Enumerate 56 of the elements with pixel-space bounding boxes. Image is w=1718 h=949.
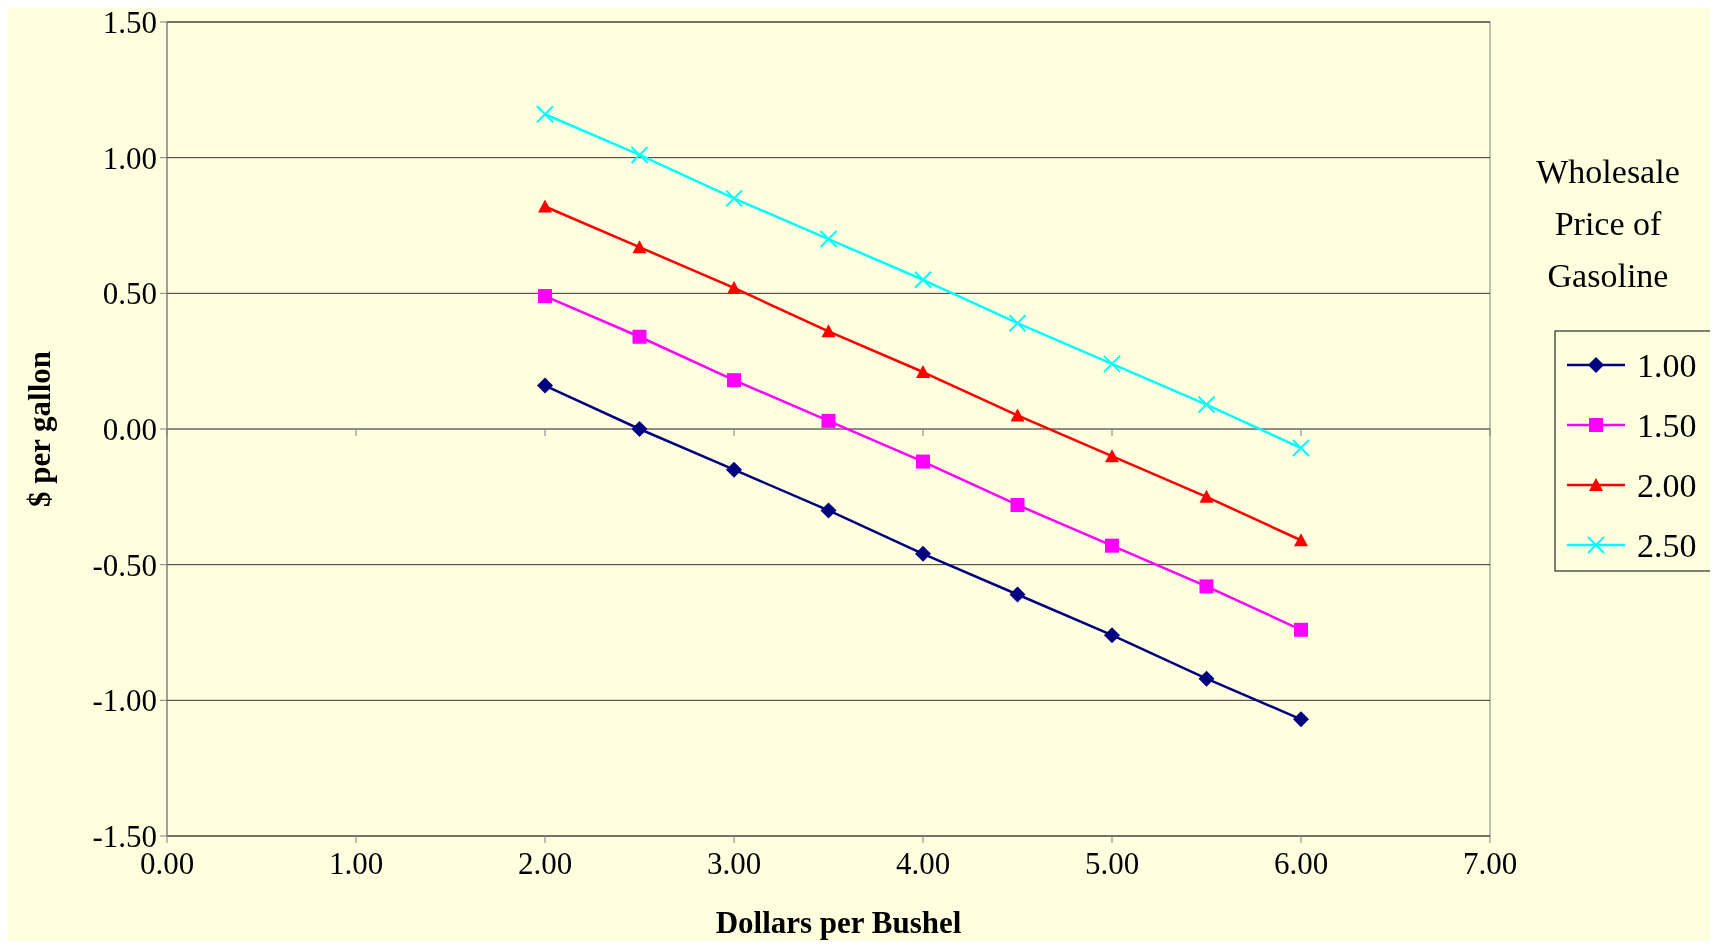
point (1294, 622, 1308, 637)
y-tick-label: 0.50 (102, 276, 157, 312)
point (725, 189, 743, 208)
point (1104, 627, 1120, 644)
legend-label: 1.50 (1637, 406, 1697, 444)
point (1010, 408, 1025, 422)
point (727, 280, 741, 294)
point (820, 502, 837, 519)
y-tick-label: -0.50 (92, 547, 157, 583)
x-tick-label: 5.00 (1084, 846, 1140, 881)
y-tick-label: 0.00 (102, 411, 157, 447)
point (1009, 586, 1026, 603)
point (1103, 354, 1121, 373)
point (726, 461, 742, 478)
y-tick-label: -1.00 (92, 683, 157, 719)
x-tick-label: 4.00 (895, 846, 951, 881)
point (1199, 579, 1214, 594)
x-axis-title: Dollars per Bushel (715, 905, 962, 940)
point (1294, 533, 1308, 547)
x-tick-label: 3.00 (706, 846, 762, 881)
y-axis-title: $ per gallon (22, 350, 57, 508)
point (1105, 449, 1119, 463)
point (819, 230, 838, 249)
point (1197, 395, 1216, 414)
y-tick-label: 1.00 (102, 140, 157, 176)
point (1198, 670, 1215, 687)
point (916, 365, 930, 379)
legend-label: 2.00 (1637, 466, 1697, 504)
point (632, 329, 647, 344)
point (1105, 538, 1119, 553)
point (821, 324, 836, 338)
point (1008, 314, 1027, 333)
legend-label: 1.00 (1637, 346, 1697, 384)
point (916, 454, 930, 469)
point (537, 377, 553, 394)
x-tick-label: 6.00 (1273, 846, 1329, 881)
point (821, 413, 836, 428)
point (1292, 438, 1310, 457)
point (915, 545, 931, 562)
point (1010, 497, 1025, 512)
point (538, 289, 552, 304)
point (914, 270, 932, 289)
point (632, 240, 647, 254)
point (727, 373, 741, 388)
point (1293, 711, 1309, 728)
legend-title: Wholesale Price of Gasoline (1536, 153, 1680, 294)
legend-label: 2.50 (1637, 526, 1697, 564)
x-tick-label: 7.00 (1462, 846, 1518, 881)
point (536, 105, 554, 124)
point (630, 145, 649, 164)
y-tick-label: 1.50 (102, 4, 157, 40)
point (538, 199, 552, 213)
point (631, 421, 648, 437)
point (1199, 489, 1214, 503)
x-tick-label: 2.00 (517, 846, 573, 881)
x-tick-label: 1.00 (328, 846, 384, 881)
